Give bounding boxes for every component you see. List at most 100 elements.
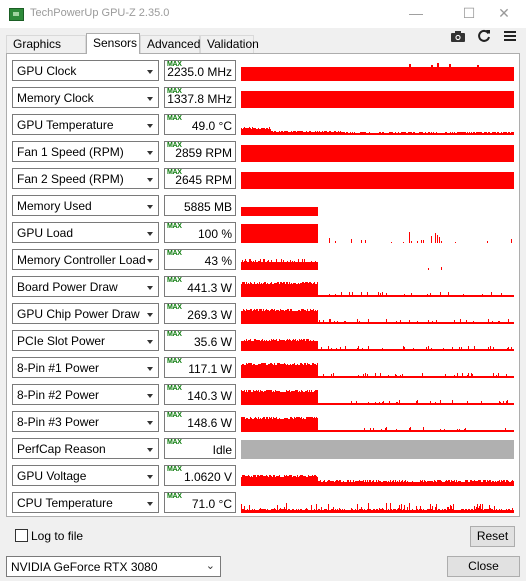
sensor-value: Idle (212, 443, 232, 457)
sensor-value-box: MAX 117.1 W (164, 357, 236, 378)
dropdown-arrow-icon (147, 97, 153, 101)
dropdown-arrow-icon (147, 124, 153, 128)
sensor-graph (241, 384, 514, 405)
sensor-graph (241, 330, 514, 351)
close-window-button[interactable]: ✕ (498, 5, 510, 21)
sensor-value-box: MAX 269.3 W (164, 303, 236, 324)
sensor-name-dropdown[interactable]: 8-Pin #2 Power (12, 384, 159, 405)
gpu-selector-value: NVIDIA GeForce RTX 3080 (11, 560, 158, 574)
tab-graphics-card[interactable]: Graphics Card (6, 35, 86, 68)
gpu-selector[interactable]: NVIDIA GeForce RTX 3080 ⌄ (6, 556, 221, 577)
dropdown-arrow-icon (147, 259, 153, 263)
dropdown-arrow-icon (147, 448, 153, 452)
max-indicator: MAX (167, 331, 182, 338)
menu-icon[interactable] (500, 29, 520, 47)
sensor-name: GPU Chip Power Draw (17, 307, 140, 321)
sensor-graph (241, 87, 514, 108)
sensor-name-dropdown[interactable]: PCIe Slot Power (12, 330, 159, 351)
max-indicator: MAX (167, 466, 182, 473)
max-indicator: MAX (167, 142, 182, 149)
sensor-name-dropdown[interactable]: Memory Clock (12, 87, 159, 108)
sensor-value: 100 % (197, 227, 232, 241)
sensor-value: 71.0 °C (191, 497, 232, 511)
sensor-value: 1.0620 V (183, 470, 232, 484)
sensor-name-dropdown[interactable]: 8-Pin #3 Power (12, 411, 159, 432)
sensor-name: Memory Used (17, 199, 92, 213)
sensor-name: Memory Controller Load (17, 253, 146, 267)
max-indicator: MAX (167, 115, 182, 122)
sensor-name: GPU Temperature (17, 118, 114, 132)
maximize-button[interactable]: ☐ (462, 5, 476, 21)
log-to-file-checkbox[interactable] (15, 529, 28, 542)
sensor-name: CPU Temperature (17, 496, 113, 510)
sensor-graph (241, 249, 514, 270)
sensor-name-dropdown[interactable]: 8-Pin #1 Power (12, 357, 159, 378)
sensor-value: 441.3 W (187, 281, 232, 295)
sensor-value-box: MAX Idle (164, 438, 236, 459)
sensor-graph (241, 141, 514, 162)
sensor-graph (241, 492, 514, 513)
sensor-name: PerfCap Reason (17, 442, 106, 456)
sensor-name-dropdown[interactable]: Memory Used (12, 195, 159, 216)
sensor-value-box: MAX 148.6 W (164, 411, 236, 432)
title-bar: TechPowerUp GPU-Z 2.35.0 — ☐ ✕ (0, 0, 526, 28)
minimize-button[interactable]: — (409, 5, 423, 21)
sensor-name-dropdown[interactable]: PerfCap Reason (12, 438, 159, 459)
sensor-graph (241, 195, 514, 216)
sensor-name-dropdown[interactable]: GPU Voltage (12, 465, 159, 486)
reset-button[interactable]: Reset (470, 526, 515, 547)
dropdown-arrow-icon (147, 340, 153, 344)
dropdown-arrow-icon (147, 367, 153, 371)
sensor-name-dropdown[interactable]: GPU Load (12, 222, 159, 243)
max-indicator: MAX (167, 88, 182, 95)
max-indicator: MAX (167, 61, 182, 68)
sensor-graph (241, 411, 514, 432)
dropdown-arrow-icon (147, 70, 153, 74)
dropdown-arrow-icon (147, 394, 153, 398)
max-indicator: MAX (167, 223, 182, 230)
max-indicator: MAX (167, 169, 182, 176)
sensor-name-dropdown[interactable]: Fan 1 Speed (RPM) (12, 141, 159, 162)
sensor-name-dropdown[interactable]: CPU Temperature (12, 492, 159, 513)
close-button[interactable]: Close (447, 556, 520, 577)
max-indicator: MAX (167, 493, 182, 500)
sensor-name: Memory Clock (17, 91, 94, 105)
sensor-value-box: MAX 140.3 W (164, 384, 236, 405)
sensor-value: 1337.8 MHz (167, 92, 232, 106)
sensor-name-dropdown[interactable]: Memory Controller Load (12, 249, 159, 270)
sensor-value: 269.3 W (187, 308, 232, 322)
dropdown-arrow-icon (147, 205, 153, 209)
sensor-name: Fan 2 Speed (RPM) (17, 172, 124, 186)
gpu-z-app-icon (9, 8, 24, 21)
sensor-value-box: MAX 1337.8 MHz (164, 87, 236, 108)
sensor-value-box: MAX 100 % (164, 222, 236, 243)
dropdown-arrow-icon (147, 475, 153, 479)
tab-validation[interactable]: Validation (200, 35, 259, 53)
sensor-value-box: 5885 MB (164, 195, 236, 216)
refresh-icon[interactable] (474, 29, 494, 47)
dropdown-arrow-icon (147, 502, 153, 506)
dropdown-arrow-icon (147, 313, 153, 317)
sensor-value-box: MAX 49.0 °C (164, 114, 236, 135)
sensor-graph (241, 303, 514, 324)
tab-sensors[interactable]: Sensors (86, 33, 140, 54)
camera-icon[interactable] (448, 29, 468, 47)
sensor-name-dropdown[interactable]: GPU Chip Power Draw (12, 303, 159, 324)
tab-advanced[interactable]: Advanced (140, 35, 200, 53)
sensor-value-box: MAX 35.6 W (164, 330, 236, 351)
sensor-value: 35.6 W (193, 335, 232, 349)
sensor-value: 117.1 W (188, 362, 232, 376)
dropdown-arrow-icon (147, 232, 153, 236)
sensor-name: GPU Clock (17, 64, 77, 78)
chevron-down-icon: ⌄ (205, 560, 215, 572)
sensor-name-dropdown[interactable]: Board Power Draw (12, 276, 159, 297)
sensor-name-dropdown[interactable]: GPU Clock (12, 60, 159, 81)
dropdown-arrow-icon (147, 151, 153, 155)
dropdown-arrow-icon (147, 421, 153, 425)
sensor-name-dropdown[interactable]: GPU Temperature (12, 114, 159, 135)
sensor-name-dropdown[interactable]: Fan 2 Speed (RPM) (12, 168, 159, 189)
sensor-name: GPU Load (17, 226, 74, 240)
max-indicator: MAX (167, 439, 182, 446)
log-to-file-label: Log to file (31, 529, 84, 543)
sensor-name: Board Power Draw (17, 280, 118, 294)
